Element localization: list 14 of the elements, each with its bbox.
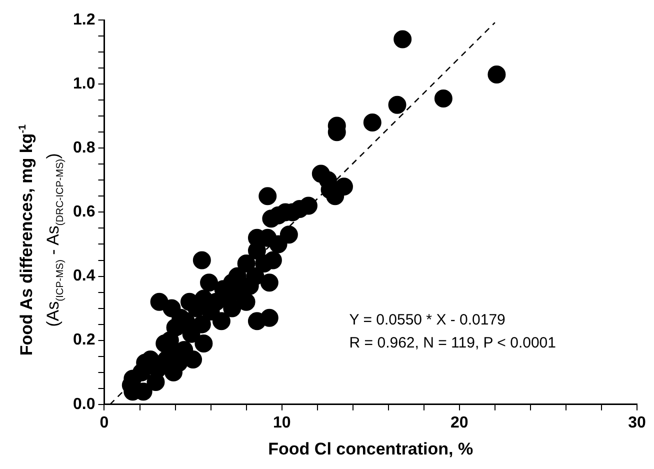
- y-tick-label: 1.2: [72, 11, 96, 28]
- x-tick-label: 10: [272, 414, 291, 432]
- annotation: R = 0.962, N = 119, P < 0.0001: [349, 334, 556, 352]
- x-axis-title: Food Cl concentration, %: [268, 439, 474, 458]
- annotation: Y = 0.0550 * X - 0.0179: [349, 311, 506, 328]
- y-tick-label: 0.2: [72, 332, 96, 349]
- y-tick-label: 0.6: [72, 204, 96, 221]
- x-tick-label: 0: [100, 414, 109, 432]
- y-tick-label: 0.0: [72, 396, 96, 413]
- x-tick-label: 30: [628, 414, 646, 432]
- x-tick-label: 20: [450, 414, 468, 432]
- y-tick-label: 1.0: [72, 75, 96, 92]
- y-tick-label: 0.8: [72, 140, 96, 157]
- y-tick-label: 0.4: [72, 268, 96, 285]
